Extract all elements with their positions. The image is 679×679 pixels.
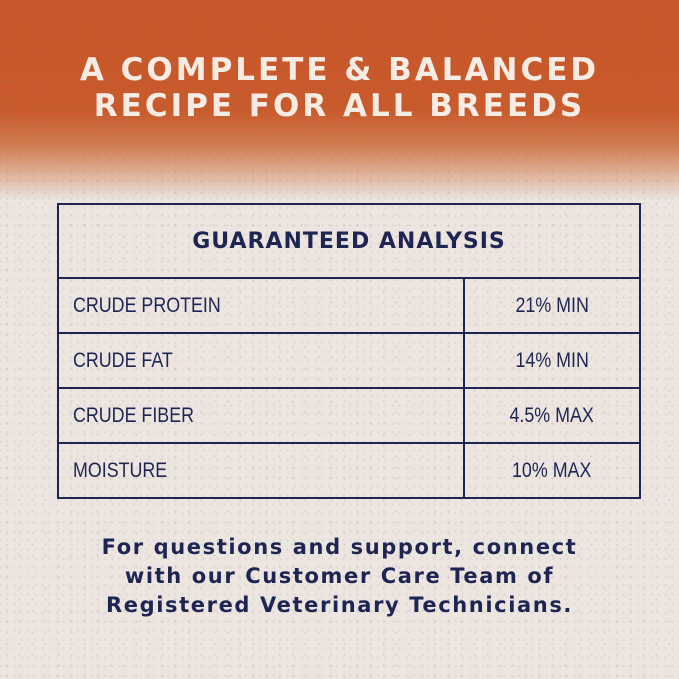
nutrient-label: CRUDE PROTEIN (73, 293, 221, 317)
support-line-1: For questions and support, connect (101, 535, 578, 559)
table-row: CRUDE PROTEIN 21% MIN (57, 277, 641, 334)
support-line-3: Registered Veterinary Technicians. (106, 593, 573, 617)
table-row: CRUDE FIBER 4.5% MAX (57, 387, 641, 444)
support-note: For questions and support, connect with … (0, 533, 679, 620)
nutrient-value: 14% MIN (515, 348, 589, 372)
table-row: CRUDE FAT 14% MIN (57, 332, 641, 389)
nutrient-label: MOISTURE (73, 458, 168, 482)
nutrient-value: 21% MIN (515, 293, 589, 317)
headline-line-2: RECIPE FOR ALL BREEDS (93, 88, 586, 124)
headline-line-1: A COMPLETE & BALANCED (79, 52, 600, 88)
headline: A COMPLETE & BALANCED RECIPE FOR ALL BRE… (0, 52, 679, 124)
support-line-2: with our Customer Care Team of (124, 564, 555, 588)
table-title: GUARANTEED ANALYSIS (57, 203, 641, 279)
guaranteed-analysis-table: GUARANTEED ANALYSIS CRUDE PROTEIN 21% MIN… (57, 203, 641, 499)
nutrient-label: CRUDE FAT (73, 348, 173, 372)
table-row: MOISTURE 10% MAX (57, 442, 641, 499)
nutrient-value: 10% MAX (512, 458, 592, 482)
orange-paint-band (0, 0, 679, 200)
nutrient-label: CRUDE FIBER (73, 403, 195, 427)
nutrient-value: 4.5% MAX (509, 403, 595, 427)
